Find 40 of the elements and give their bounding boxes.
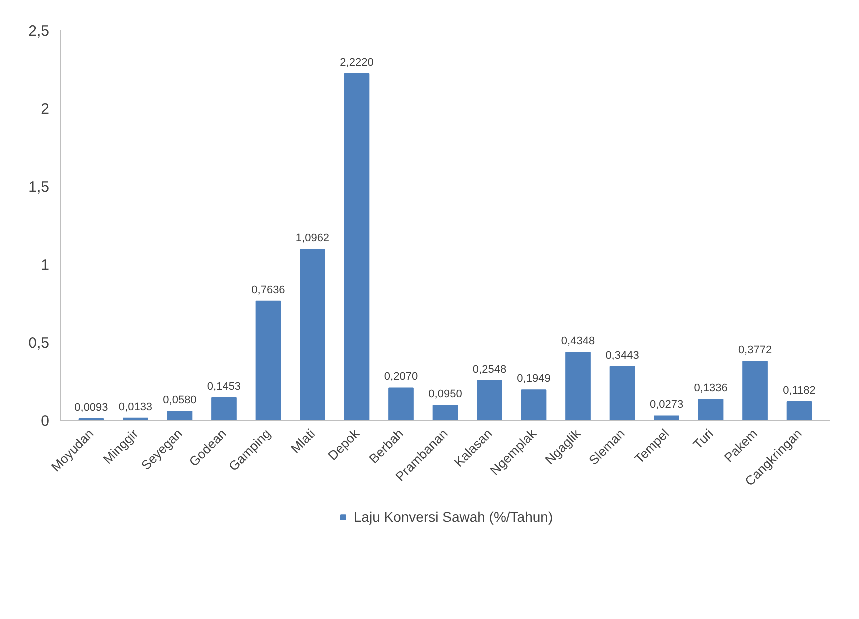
bar — [786, 402, 812, 420]
data-label: 0,2070 — [384, 371, 418, 384]
bar — [610, 366, 636, 420]
bar — [300, 248, 326, 420]
y-tick-label: 0,5 — [28, 335, 50, 352]
bar — [344, 73, 370, 420]
bar — [742, 361, 768, 420]
x-tick-label: Turi — [690, 426, 716, 452]
data-label: 0,1336 — [694, 382, 728, 395]
data-label: 0,7636 — [252, 284, 286, 296]
legend-label: Laju Konversi Sawah (%/Tahun) — [354, 509, 554, 525]
bar — [521, 390, 547, 420]
data-label: 0,1182 — [783, 385, 816, 398]
y-tick-label: 1 — [41, 257, 50, 274]
data-label: 0,3443 — [606, 350, 640, 362]
data-label: 0,0133 — [118, 401, 153, 414]
bar — [256, 300, 282, 420]
bar — [654, 416, 680, 420]
bar — [698, 399, 724, 420]
data-label: 0,1453 — [207, 380, 242, 393]
data-label: 0,4348 — [561, 336, 596, 348]
bar — [566, 352, 591, 420]
bar — [388, 388, 414, 420]
y-tick-label: 2,5 — [28, 23, 50, 40]
bar — [432, 405, 458, 420]
y-tick-label: 1,5 — [28, 179, 50, 196]
data-label: 0,0273 — [650, 399, 684, 412]
data-label: 0,0580 — [163, 394, 197, 406]
data-label: 0,1949 — [517, 373, 551, 386]
data-label: 0,2548 — [472, 364, 507, 376]
data-label: 0,0093 — [74, 402, 108, 414]
data-label: 2,2220 — [340, 56, 374, 69]
bar — [212, 397, 237, 420]
data-label: 0,3772 — [738, 344, 772, 357]
bar — [477, 380, 502, 420]
bar — [167, 410, 193, 420]
y-tick-label: 2 — [41, 101, 50, 118]
y-tick-label: 0 — [41, 413, 50, 430]
data-label: 0,0950 — [428, 388, 462, 401]
data-label: 1,0962 — [296, 232, 330, 244]
